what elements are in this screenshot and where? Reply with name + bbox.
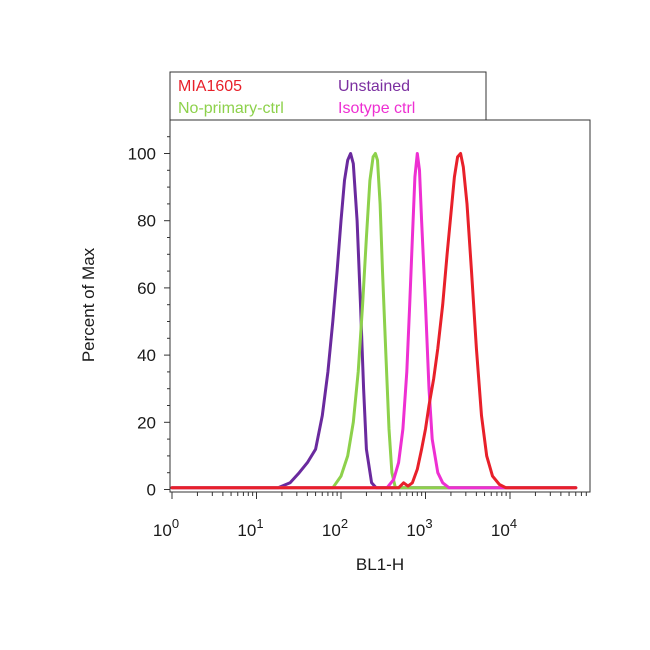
legend-label-no-primary-ctrl: No-primary-ctrl (178, 100, 284, 117)
x-tick-label: 103 (406, 516, 432, 540)
legend-label-unstained: Unstained (338, 78, 410, 95)
legend-box (169, 71, 487, 121)
y-tick-label: 60 (137, 279, 156, 298)
y-tick-label: 0 (147, 481, 156, 500)
series-line-unstained (170, 152, 578, 490)
series-line-no-primary-ctrl (170, 152, 578, 490)
series-line-isotype-ctrl (170, 152, 578, 490)
x-axis-title: BL1-H (356, 555, 404, 574)
y-tick-label: 100 (128, 145, 156, 164)
x-tick-label: 102 (322, 516, 348, 540)
x-tick-label: 104 (491, 516, 517, 540)
legend-label-isotype-ctrl: Isotype ctrl (338, 100, 415, 117)
series-line-mia1605 (170, 152, 578, 490)
x-tick-label: 100 (153, 516, 179, 540)
plot-area-frame (169, 119, 591, 493)
y-axis-title: Percent of Max (79, 247, 98, 362)
legend: MIA1605 Unstained No-primary-ctrl Isotyp… (169, 71, 487, 121)
y-tick-label: 80 (137, 212, 156, 231)
y-tick-label: 40 (137, 346, 156, 365)
legend-label-mia1605: MIA1605 (178, 78, 242, 95)
y-tick-label: 20 (137, 413, 156, 432)
x-tick-label: 101 (237, 516, 263, 540)
